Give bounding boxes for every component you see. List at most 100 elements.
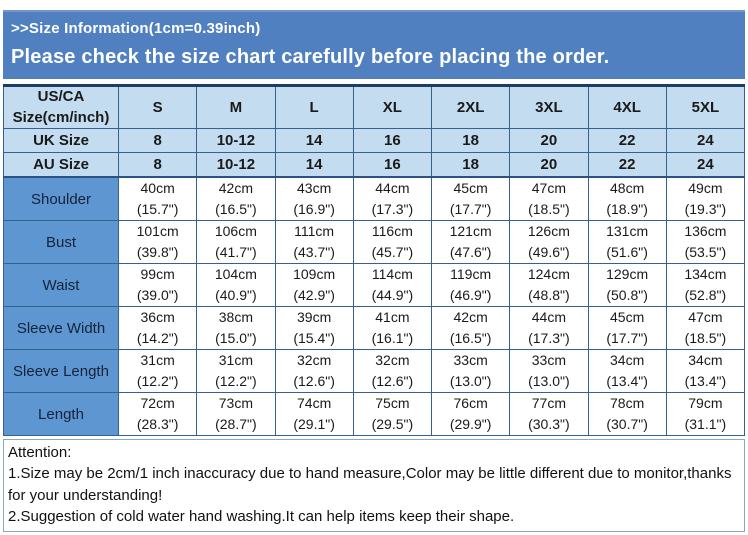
row-label: Bust: [3, 220, 119, 264]
table-header-row: US/CA Size(cm/inch) S M L XL 2XL 3XL 4XL 5XL: [3, 85, 746, 129]
measurement-cm: 34cm: [688, 352, 723, 368]
measurement-cell: 109cm (42.9"): [274, 263, 354, 307]
size-value-cell: 10-12: [196, 152, 276, 178]
measurement-cm: 106cm: [214, 223, 257, 239]
measurement-inch: (16.5"): [449, 330, 492, 346]
row-label: Length: [3, 392, 119, 436]
measurement-cm: 111cm: [294, 223, 335, 239]
banner-title: >>Size Information(1cm=0.39inch): [11, 20, 261, 37]
measurement-cell: 101cm (39.8"): [117, 220, 198, 264]
measurement-cm: 73cm: [218, 395, 253, 411]
corner-line-1: US/CA: [37, 88, 85, 106]
measurement-inch: (17.3"): [371, 201, 414, 217]
measurement-inch: (28.3"): [136, 416, 179, 432]
measurement-inch: (47.6"): [449, 244, 492, 260]
size-value-cell: 24: [665, 128, 746, 153]
measurement-cell: 79cm (31.1"): [665, 392, 746, 436]
measurement-cell: 42cm (16.5"): [196, 176, 276, 221]
measurement-inch: (14.2"): [136, 330, 179, 346]
measurement-inch: (28.7"): [215, 416, 257, 432]
measurement-cm: 48cm: [610, 180, 645, 196]
measurement-cm: 114cm: [371, 266, 413, 282]
measurement-inch: (18.5"): [528, 201, 570, 217]
measurement-inch: (42.9"): [293, 287, 335, 303]
size-value-cell: 18: [430, 152, 511, 178]
corner-cell: US/CA Size(cm/inch): [3, 85, 119, 129]
measurement-cell: 111cm (43.7"): [274, 220, 354, 264]
measurement-cm: 119cm: [450, 266, 492, 282]
measurement-cell: 126cm (49.6"): [509, 220, 589, 264]
attention-note-2: 2.Suggestion of cold water hand washing.…: [8, 507, 515, 525]
measurement-inch: (46.9"): [449, 287, 492, 303]
measurement-cm: 31cm: [140, 352, 175, 368]
measurement-inch: (13.4"): [606, 373, 648, 389]
measurement-row: Length 72cm (28.3") 73cm (28.7") 74cm (29.1") 7…: [3, 392, 746, 436]
measurement-cm: 31cm: [218, 352, 253, 368]
measurement-cm: 75cm: [375, 395, 410, 411]
measurement-inch: (41.7"): [215, 244, 257, 260]
measurement-cm: 79cm: [688, 395, 723, 411]
measurement-cm: 32cm: [375, 352, 410, 368]
measurement-inch: (18.5"): [684, 330, 727, 346]
row-label: Sleeve Width: [3, 306, 119, 350]
measurement-inch: (13.4"): [684, 373, 727, 389]
measurement-inch: (39.8"): [136, 244, 179, 260]
size-row: UK Size 8 10-12 14 16 18 20 22 24: [3, 128, 746, 153]
measurement-cell: 41cm (16.1"): [352, 306, 433, 350]
measurement-inch: (16.1"): [371, 330, 414, 346]
size-value-cell: 14: [274, 152, 354, 178]
measurement-cell: 73cm (28.7"): [196, 392, 276, 436]
measurement-inch: (16.9"): [293, 201, 335, 217]
measurement-cell: 76cm (29.9"): [430, 392, 511, 436]
size-header-cell: S: [117, 85, 198, 129]
measurement-cm: 126cm: [527, 223, 570, 239]
measurement-cm: 34cm: [610, 352, 645, 368]
size-header-cell: M: [196, 85, 276, 129]
measurement-cell: 77cm (30.3"): [509, 392, 589, 436]
measurement-inch: (16.5"): [215, 201, 257, 217]
measurement-row: Sleeve Length 31cm (12.2") 31cm (12.2") 32cm (…: [3, 349, 746, 393]
measurement-cell: 116cm (45.7"): [352, 220, 433, 264]
measurement-inch: (15.7"): [136, 201, 179, 217]
measurement-inch: (19.3"): [684, 201, 727, 217]
measurement-cell: 74cm (29.1"): [274, 392, 354, 436]
banner: >>Size Information(1cm=0.39inch) Please …: [3, 10, 745, 79]
measurement-cm: 72cm: [140, 395, 175, 411]
measurement-cm: 121cm: [449, 223, 492, 239]
measurement-cm: 131cm: [606, 223, 649, 239]
measurement-cell: 45cm (17.7"): [430, 176, 511, 221]
measurement-cell: 49cm (19.3"): [665, 176, 746, 221]
measurement-inch: (12.6"): [371, 373, 414, 389]
measurement-cm: 36cm: [140, 309, 175, 325]
measurement-cell: 131cm (51.6"): [587, 220, 667, 264]
measurement-cell: 44cm (17.3"): [509, 306, 589, 350]
measurement-row: Bust 101cm (39.8") 106cm (41.7") 111cm (43.7")…: [3, 220, 746, 264]
measurement-cm: 74cm: [297, 395, 332, 411]
measurement-cm: 43cm: [297, 180, 332, 196]
measurement-inch: (15.0"): [215, 330, 257, 346]
measurement-cell: 104cm (40.9"): [196, 263, 276, 307]
measurement-cell: 119cm (46.9"): [430, 263, 511, 307]
size-header-cell: 3XL: [509, 85, 589, 129]
size-value-cell: 18: [430, 128, 511, 153]
size-value-cell: 20: [509, 152, 589, 178]
measurement-cm: 47cm: [688, 309, 723, 325]
measurement-cell: 78cm (30.7"): [587, 392, 667, 436]
measurement-inch: (52.8"): [684, 287, 727, 303]
measurement-cell: 47cm (18.5"): [509, 176, 589, 221]
row-label: AU Size: [3, 152, 119, 178]
measurement-cm: 78cm: [610, 395, 645, 411]
size-value-cell: 22: [587, 128, 667, 153]
measurement-inch: (12.2"): [136, 373, 179, 389]
measurement-cell: 43cm (16.9"): [274, 176, 354, 221]
measurement-inch: (29.5"): [371, 416, 414, 432]
row-label: UK Size: [3, 128, 119, 153]
size-header-cell: 5XL: [665, 85, 746, 129]
size-value-cell: 20: [509, 128, 589, 153]
measurement-cell: 44cm (17.3"): [352, 176, 433, 221]
size-value-cell: 8: [117, 152, 198, 178]
size-header-cell: XL: [352, 85, 433, 129]
measurement-cm: 49cm: [688, 180, 723, 196]
measurement-cell: 31cm (12.2"): [117, 349, 198, 393]
